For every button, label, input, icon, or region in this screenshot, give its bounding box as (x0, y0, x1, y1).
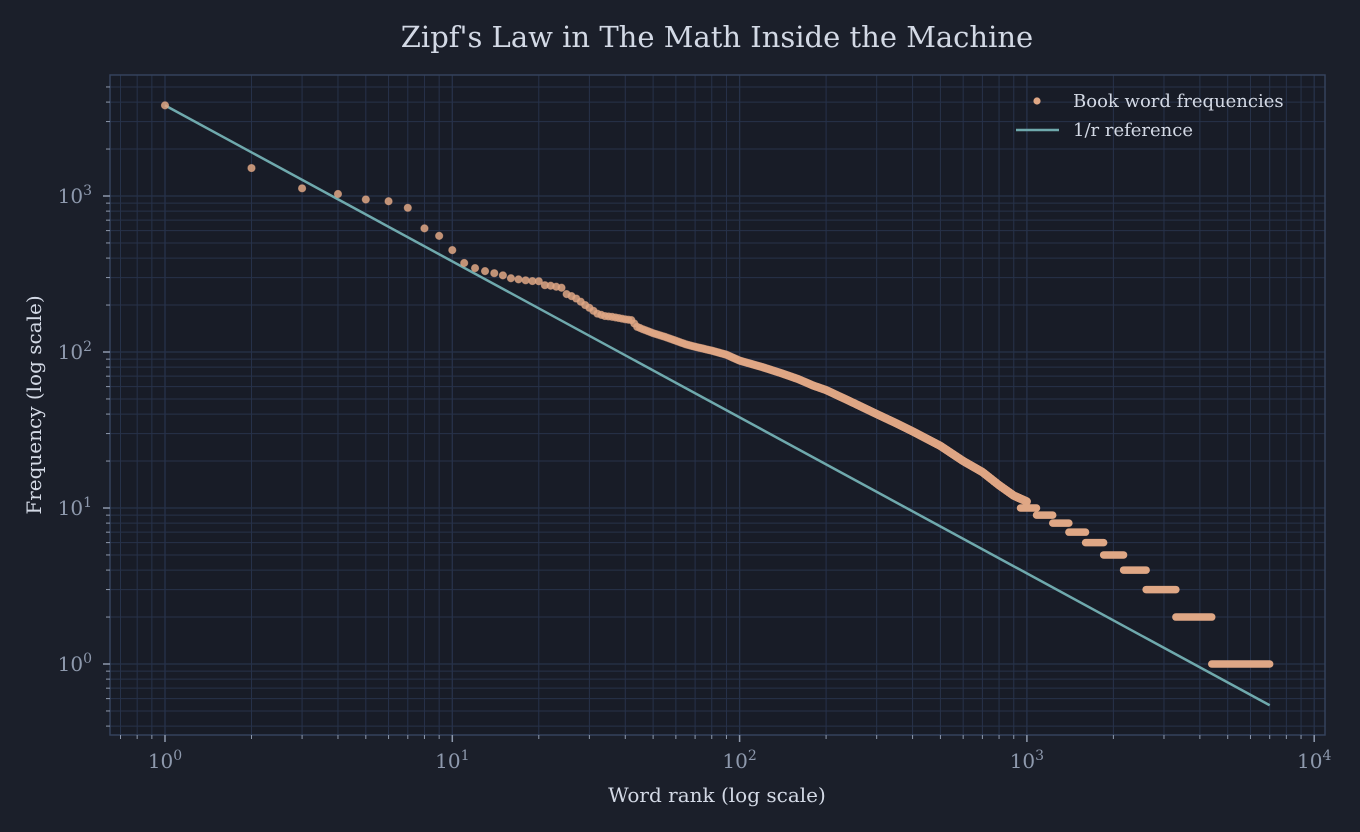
chart-title: Zipf's Law in The Math Inside the Machin… (401, 20, 1033, 54)
x-axis-label: Word rank (log scale) (608, 783, 826, 807)
data-point (498, 271, 507, 280)
data-point (361, 195, 370, 204)
y-axis-label: Frequency (log scale) (22, 295, 46, 514)
x-tick-label: 101 (435, 748, 469, 773)
y-tick-label: 103 (58, 183, 92, 208)
data-point (403, 203, 412, 212)
data-point (435, 231, 444, 240)
data-point (1022, 497, 1032, 506)
reference-line (164, 104, 1271, 707)
data-point (490, 269, 499, 278)
x-tick-label: 104 (1297, 748, 1331, 773)
data-point (506, 274, 516, 283)
x-axis-ticks: 100 101 102 103 104 (119, 735, 1331, 773)
y-axis-ticks: 100 101 102 103 (58, 86, 110, 727)
data-point (521, 276, 530, 285)
reference-line-1-over-r (164, 104, 1271, 707)
data-point (384, 197, 393, 206)
y-tick-label: 101 (58, 495, 92, 520)
plot-area (109, 74, 1326, 736)
legend-label-scatter: Book word frequencies (1073, 91, 1284, 112)
legend: Book word frequencies 1/r reference (1016, 91, 1284, 141)
x-tick-label: 103 (1010, 748, 1044, 773)
data-point (557, 283, 566, 292)
data-point (534, 277, 543, 286)
data-point (160, 101, 170, 110)
data-point (460, 258, 469, 268)
x-tick-label: 102 (722, 748, 756, 773)
data-point (333, 189, 343, 199)
legend-label-line: 1/r reference (1073, 120, 1193, 141)
data-point (480, 267, 490, 276)
y-tick-label: 100 (58, 651, 92, 676)
data-point (514, 275, 523, 284)
x-tick-label: 100 (148, 748, 182, 773)
legend-marker-scatter (1033, 97, 1041, 105)
data-point (420, 224, 429, 233)
plot-spines (109, 74, 1326, 736)
data-point (297, 184, 307, 193)
data-point (448, 245, 457, 255)
scatter-points (160, 101, 1274, 668)
y-tick-label: 102 (58, 339, 92, 364)
data-point (470, 264, 480, 273)
data-point (247, 163, 256, 173)
